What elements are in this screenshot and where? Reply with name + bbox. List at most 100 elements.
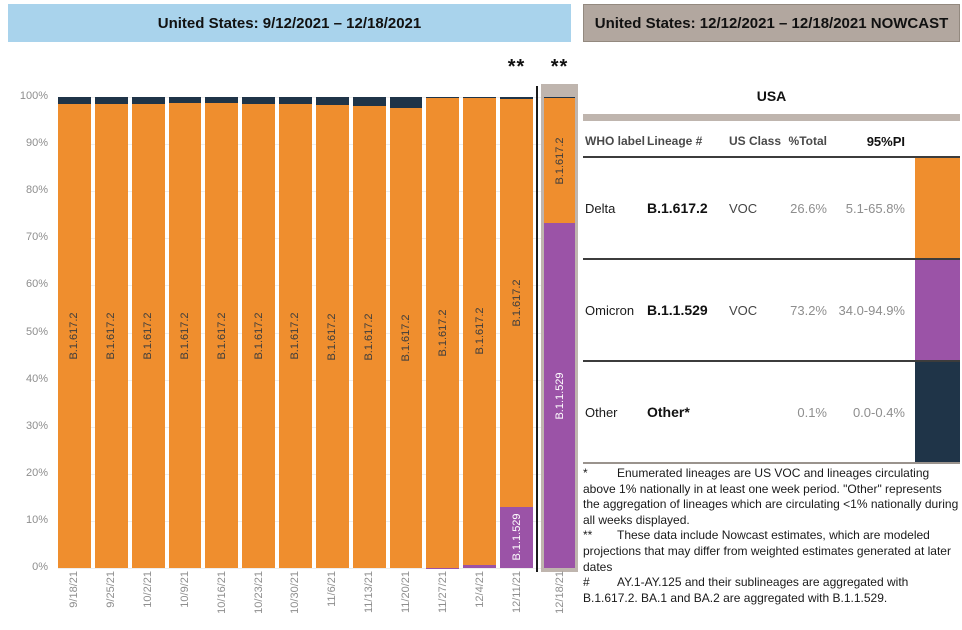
segment-delta[interactable]: B.1.617.2	[544, 97, 575, 224]
segment-delta[interactable]: B.1.617.2	[94, 103, 128, 568]
date-cell: 10/30/21	[279, 571, 312, 614]
bar-10/2/21[interactable]: B.1.617.2	[131, 97, 165, 568]
bar-11/27/21[interactable]: B.1.617.2	[426, 97, 460, 568]
bar-11/20/21[interactable]: B.1.617.2	[389, 97, 423, 568]
date-cell: 9/25/21	[95, 571, 128, 614]
y-tick-20: 20%	[25, 466, 48, 479]
bar-11/6/21[interactable]: B.1.617.2	[315, 97, 349, 568]
us-class-value: VOC	[729, 200, 758, 216]
segment-other[interactable]	[463, 97, 497, 98]
footnote-marker: #	[583, 575, 590, 590]
lineage-label: B.1.1.529	[647, 302, 708, 318]
segment-label: B.1.617.2	[178, 312, 191, 360]
segment-omicron[interactable]	[463, 564, 497, 568]
segment-other[interactable]	[94, 97, 128, 104]
y-tick-0: 0%	[32, 561, 48, 573]
left-panel-title: United States: 9/12/2021 – 12/18/2021	[8, 4, 571, 42]
segment-delta[interactable]: B.1.617.2	[352, 105, 386, 568]
segment-delta[interactable]: B.1.617.2	[500, 98, 533, 507]
segment-other[interactable]	[168, 97, 202, 104]
segment-other[interactable]	[131, 97, 165, 104]
segment-label: B.1.617.2	[289, 312, 302, 360]
segment-other[interactable]	[242, 97, 276, 104]
segment-other[interactable]	[500, 97, 533, 99]
pct-total-value: 0.1%	[797, 404, 827, 420]
date-label-10/30/21: 10/30/21	[289, 571, 302, 614]
date-label-10/9/21: 10/9/21	[178, 571, 191, 608]
y-tick-60: 60%	[25, 278, 48, 291]
segment-delta[interactable]: B.1.617.2	[389, 107, 423, 568]
bar-12/11/21[interactable]: B.1.617.2 B.1.1.529 **	[500, 56, 533, 568]
nowcast-bar-frame: B.1.617.2 B.1.1.529 **	[541, 56, 578, 572]
segment-delta[interactable]: B.1.617.2	[242, 103, 276, 568]
nowcast-separator-line	[536, 86, 538, 572]
bar-12/4/21[interactable]: B.1.617.2	[463, 97, 497, 568]
bar-9/25/21[interactable]: B.1.617.2	[94, 97, 128, 568]
segment-delta[interactable]: B.1.617.2	[131, 103, 165, 568]
date-label-12/4/21: 12/4/21	[473, 571, 486, 608]
segment-label: B.1.617.2	[400, 314, 413, 362]
date-cell: 10/23/21	[242, 571, 275, 614]
table-row-omicron: Omicron B.1.1.529 VOC 73.2% 34.0-94.9%	[583, 260, 960, 362]
date-cell: 11/13/21	[353, 571, 386, 614]
date-cell: 10/2/21	[132, 571, 165, 614]
date-label-9/18/21: 9/18/21	[68, 571, 81, 608]
segment-delta[interactable]: B.1.617.2	[168, 103, 202, 568]
nowcast-date-label: 12/18/21	[541, 571, 578, 614]
segment-omicron[interactable]: B.1.1.529	[544, 223, 575, 568]
segment-delta[interactable]: B.1.617.2	[426, 97, 460, 568]
y-tick-40: 40%	[25, 372, 48, 385]
segment-other[interactable]	[426, 97, 460, 98]
nowcast-table: WHO label Lineage # US Class %Total 95%P…	[583, 126, 960, 464]
who-label: Delta	[585, 200, 616, 216]
segment-omicron[interactable]: B.1.1.529	[500, 506, 533, 568]
nowcast-flag-asterisks: **	[550, 56, 569, 78]
bar-10/23/21[interactable]: B.1.617.2	[242, 97, 276, 568]
footnote-marker: **	[583, 528, 593, 543]
date-label-12/11/21: 12/11/21	[510, 571, 523, 614]
y-tick-80: 80%	[25, 184, 48, 197]
date-label-11/6/21: 11/6/21	[326, 571, 339, 607]
date-label-12/18/21: 12/18/21	[553, 571, 566, 614]
segment-other[interactable]	[389, 97, 423, 108]
pi-value: 0.0-0.4%	[852, 404, 905, 420]
segment-delta[interactable]: B.1.617.2	[58, 103, 91, 568]
lineage-label: B.1.617.2	[647, 200, 708, 216]
footnote-aggregation: # AY.1-AY.125 and their sublineages are a…	[583, 575, 909, 605]
segment-label: B.1.1.529	[553, 372, 566, 420]
date-label-11/20/21: 11/20/21	[400, 571, 413, 614]
segment-delta[interactable]: B.1.617.2	[205, 103, 239, 568]
date-cell: 11/20/21	[390, 571, 423, 614]
nowcast-bar-12/18/21[interactable]: B.1.617.2 B.1.1.529	[544, 97, 575, 568]
footnotes: * Enumerated lineages are US VOC and line…	[583, 466, 960, 606]
segment-label: B.1.1.529	[510, 513, 523, 561]
segment-delta[interactable]: B.1.617.2	[315, 105, 349, 568]
date-label-11/13/21: 11/13/21	[363, 571, 376, 614]
date-cell: 10/9/21	[169, 571, 202, 614]
date-label-10/2/21: 10/2/21	[142, 571, 155, 608]
segment-other[interactable]	[315, 97, 349, 106]
segment-delta[interactable]: B.1.617.2	[463, 97, 497, 565]
bar-9/18/21[interactable]: B.1.617.2	[58, 97, 91, 568]
region-label: USA	[756, 88, 787, 104]
y-tick-50: 50%	[25, 325, 48, 338]
bar-11/13/21[interactable]: B.1.617.2	[352, 97, 386, 568]
date-cell: 11/27/21	[426, 571, 459, 614]
date-cell: 9/18/21	[58, 571, 91, 614]
date-label-11/27/21: 11/27/21	[436, 571, 449, 614]
date-label-10/23/21: 10/23/21	[252, 571, 265, 614]
gridline-0	[58, 568, 578, 569]
bar-10/30/21[interactable]: B.1.617.2	[279, 97, 312, 568]
segment-other[interactable]	[205, 97, 239, 104]
segment-delta[interactable]: B.1.617.2	[279, 104, 312, 568]
segment-label: B.1.617.2	[68, 312, 81, 360]
bar-10/9/21[interactable]: B.1.617.2	[168, 97, 202, 568]
footnote-enumerated-lineages: * Enumerated lineages are US VOC and line…	[583, 466, 959, 527]
bar-10/16/21[interactable]: B.1.617.2	[205, 97, 239, 568]
date-cell: 12/11/21	[500, 571, 533, 614]
segment-other[interactable]	[352, 97, 386, 106]
segment-other[interactable]	[279, 97, 312, 105]
y-tick-100: 100%	[19, 90, 48, 102]
segment-other[interactable]	[58, 97, 91, 104]
footnote-nowcast-estimates: ** These data include Nowcast estimates, …	[583, 528, 951, 574]
